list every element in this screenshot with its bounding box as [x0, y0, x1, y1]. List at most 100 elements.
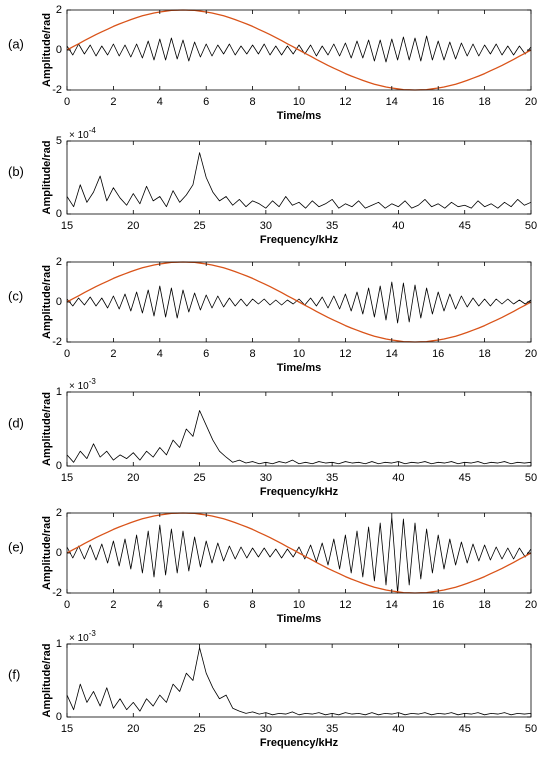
y-tick-label: 1 — [56, 386, 62, 398]
panel-label: (e) — [8, 539, 24, 554]
y-multiplier-exponent: -3 — [89, 629, 97, 638]
x-tick-label: 10 — [293, 96, 305, 108]
y-tick-label: 0 — [56, 208, 62, 220]
x-tick-label: 6 — [203, 96, 209, 108]
data-line — [66, 152, 532, 209]
data-line — [66, 261, 532, 343]
x-tick-label: 45 — [459, 723, 471, 735]
x-tick-label: 40 — [392, 472, 404, 484]
x-tick-label: 14 — [386, 599, 398, 611]
x-tick-label: 50 — [525, 220, 537, 232]
x-tick-label: 16 — [432, 348, 444, 360]
x-tick-label: 0 — [64, 348, 70, 360]
y-axis-title: Amplitude/rad — [41, 392, 53, 466]
x-tick-label: 40 — [392, 723, 404, 735]
x-tick-label: 10 — [293, 599, 305, 611]
x-tick-label: 20 — [127, 472, 139, 484]
x-tick-label: 16 — [432, 599, 444, 611]
data-line — [66, 647, 532, 716]
y-tick-label: 0 — [56, 547, 62, 559]
x-tick-label: 20 — [525, 96, 537, 108]
x-tick-label: 50 — [525, 723, 537, 735]
panel-label: (f) — [8, 667, 20, 682]
x-tick-label: 8 — [250, 348, 256, 360]
axes-frame — [66, 140, 532, 215]
y-axis-title: Amplitude/rad — [41, 516, 53, 590]
x-tick-label: 18 — [478, 599, 490, 611]
panel-label: (a) — [8, 36, 24, 51]
x-tick-label: 8 — [250, 599, 256, 611]
y-axis-title: Amplitude/rad — [41, 13, 53, 87]
x-tick-label: 45 — [459, 220, 471, 232]
x-axis-title: Frequency/kHz — [260, 486, 339, 498]
x-axis-title: Frequency/kHz — [260, 234, 339, 246]
axes-frame — [66, 643, 532, 718]
panel-label: (d) — [8, 415, 24, 430]
x-tick-label: 45 — [459, 472, 471, 484]
y-tick-label: 0 — [56, 460, 62, 472]
y-tick-label: 0 — [56, 44, 62, 56]
data-line — [66, 410, 532, 465]
x-tick-label: 12 — [339, 599, 351, 611]
y-tick-label: 2 — [56, 507, 62, 519]
x-tick-label: 2 — [110, 96, 116, 108]
panel-label: (b) — [8, 164, 24, 179]
data-line — [66, 281, 532, 324]
x-tick-label: 20 — [525, 348, 537, 360]
panel-label: (c) — [8, 288, 23, 303]
x-tick-label: 8 — [250, 96, 256, 108]
x-tick-label: 14 — [386, 348, 398, 360]
x-tick-label: 18 — [478, 96, 490, 108]
y-tick-label: -2 — [52, 84, 62, 96]
y-tick-label: 2 — [56, 4, 62, 16]
x-tick-label: 10 — [293, 348, 305, 360]
y-multiplier-base: × 10 — [69, 381, 89, 392]
y-tick-label: -2 — [52, 587, 62, 599]
x-tick-label: 15 — [61, 472, 73, 484]
data-line — [66, 512, 532, 594]
x-tick-label: 0 — [64, 599, 70, 611]
x-tick-label: 4 — [157, 348, 163, 360]
y-axis-title: Amplitude/rad — [41, 141, 53, 215]
x-tick-label: 25 — [193, 723, 205, 735]
x-tick-label: 35 — [326, 723, 338, 735]
x-tick-label: 4 — [157, 96, 163, 108]
y-multiplier-exponent: -4 — [89, 126, 97, 135]
x-tick-label: 0 — [64, 96, 70, 108]
x-tick-label: 2 — [110, 599, 116, 611]
x-tick-label: 50 — [525, 472, 537, 484]
x-axis-title: Frequency/kHz — [260, 737, 339, 749]
x-tick-label: 35 — [326, 220, 338, 232]
y-axis-title: Amplitude/rad — [41, 265, 53, 339]
x-tick-label: 30 — [260, 723, 272, 735]
y-tick-label: 0 — [56, 296, 62, 308]
x-tick-label: 18 — [478, 348, 490, 360]
x-tick-label: 2 — [110, 348, 116, 360]
x-tick-label: 20 — [525, 599, 537, 611]
x-tick-label: 35 — [326, 472, 338, 484]
y-tick-label: 2 — [56, 256, 62, 268]
x-axis-title: Time/ms — [277, 362, 321, 374]
y-multiplier-base: × 10 — [69, 633, 89, 644]
data-line — [66, 9, 532, 91]
x-tick-label: 40 — [392, 220, 404, 232]
y-multiplier-base: × 10 — [69, 130, 89, 141]
x-tick-label: 20 — [127, 220, 139, 232]
x-tick-label: 15 — [61, 220, 73, 232]
y-tick-label: 5 — [56, 135, 62, 147]
data-line — [66, 516, 532, 594]
y-tick-label: 0 — [56, 711, 62, 723]
x-axis-title: Time/ms — [277, 110, 321, 122]
x-tick-label: 6 — [203, 348, 209, 360]
x-tick-label: 25 — [193, 472, 205, 484]
x-tick-label: 14 — [386, 96, 398, 108]
data-line — [66, 35, 532, 63]
y-axis-title: Amplitude/rad — [41, 644, 53, 718]
x-tick-label: 12 — [339, 96, 351, 108]
x-tick-label: 30 — [260, 472, 272, 484]
x-tick-label: 15 — [61, 723, 73, 735]
x-tick-label: 16 — [432, 96, 444, 108]
axes-frame — [66, 391, 532, 467]
y-multiplier-exponent: -3 — [89, 377, 97, 386]
